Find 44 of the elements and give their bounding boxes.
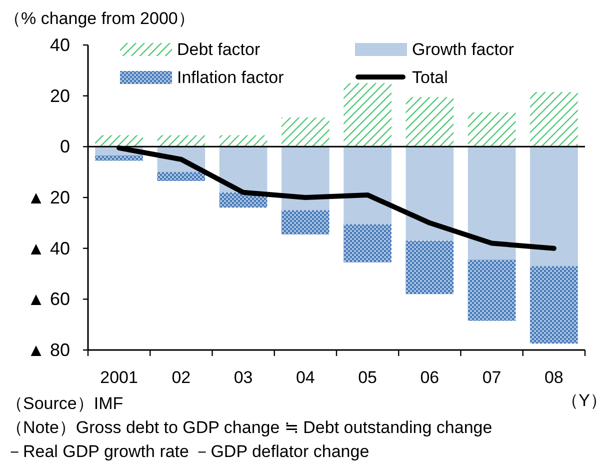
- bar: [530, 146, 578, 266]
- legend-label: Debt factor: [177, 40, 260, 59]
- y-tick-label: ▲ 20: [27, 188, 70, 208]
- bar: [219, 146, 268, 192]
- bar: [219, 135, 268, 147]
- y-tick-label: 40: [50, 35, 70, 55]
- x-tick-label: 03: [234, 368, 253, 387]
- bar: [344, 146, 392, 224]
- x-tick-label: 02: [172, 368, 191, 387]
- text: （Note）Gross debt to GDP change ≒ Debt outstanding change－Real GDP growth rate －GDP deflator change: [6, 417, 494, 463]
- bar: [468, 260, 516, 321]
- bar: [406, 97, 454, 147]
- y-tick-label: ▲ 40: [27, 238, 70, 258]
- x-tick-label: 2001: [100, 368, 138, 387]
- x-tick-label: 06: [420, 368, 440, 387]
- legend-label: Total: [412, 68, 448, 87]
- y-axis-title: （% change from 2000）: [4, 9, 195, 28]
- y-tick-label: 0: [60, 136, 70, 157]
- bar: [95, 135, 143, 147]
- bar: [282, 117, 330, 147]
- bar: [282, 146, 330, 210]
- bar: [530, 92, 578, 147]
- x-axis-title: （Y）: [562, 391, 607, 410]
- x-tick-label: 05: [358, 368, 378, 387]
- legend-label: Inflation factor: [177, 68, 284, 87]
- bar: [468, 146, 516, 260]
- legend-label: Growth factor: [412, 40, 514, 59]
- text: （Source）IMF: [6, 393, 124, 415]
- bar: [344, 224, 392, 262]
- y-tick-label: ▲ 80: [27, 340, 70, 360]
- bar: [344, 83, 392, 147]
- x-tick-label: 04: [296, 368, 315, 387]
- bar: [530, 266, 578, 344]
- bar: [282, 210, 330, 234]
- x-tick-label: 07: [482, 368, 502, 387]
- x-tick-label: 08: [544, 368, 564, 387]
- bar: [406, 146, 454, 241]
- bar: [157, 172, 206, 181]
- bar: [95, 156, 143, 161]
- bar: [468, 112, 516, 147]
- y-tick-label: 20: [50, 86, 70, 106]
- bar: [406, 240, 454, 294]
- bar: [157, 135, 206, 147]
- y-tick-label: ▲ 60: [27, 289, 70, 310]
